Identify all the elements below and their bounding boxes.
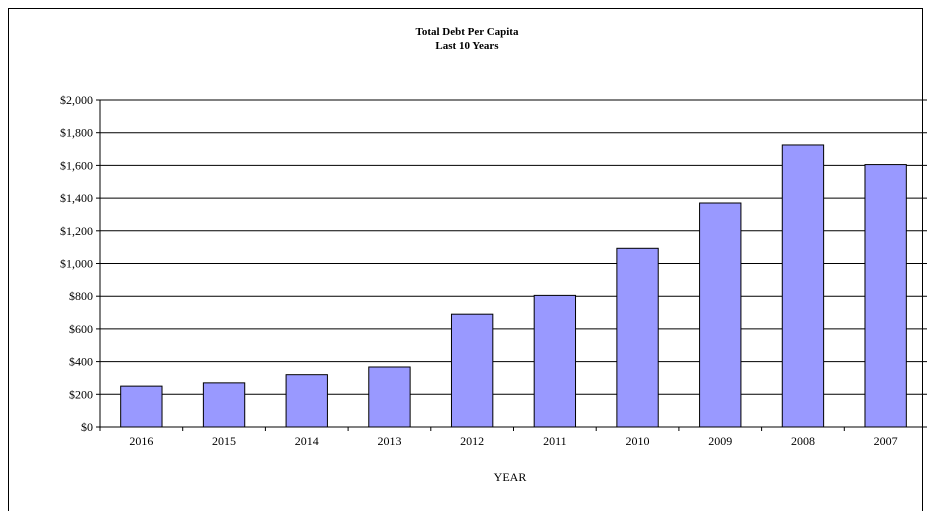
y-tick-label: $1,000 [60, 257, 93, 271]
x-tick-label: 2016 [129, 434, 153, 448]
y-tick-label: $1,200 [60, 224, 93, 238]
bar-2013 [368, 366, 411, 428]
y-tick-label: $1,400 [60, 191, 93, 205]
x-tick-label: 2008 [791, 434, 815, 448]
y-tick-label: $200 [69, 387, 93, 401]
y-tick-label: $800 [69, 289, 93, 303]
y-tick-label: $600 [69, 322, 93, 336]
x-tick-label: 2009 [708, 434, 732, 448]
bar-2007 [864, 164, 907, 428]
x-tick-label: 2007 [874, 434, 898, 448]
y-tick-label: $1,800 [60, 126, 93, 140]
y-tick-label: $1,600 [60, 158, 93, 172]
bar-2009 [699, 202, 742, 428]
bar-2011 [533, 294, 577, 428]
chart-subtitle: Last 10 Years [435, 40, 499, 52]
x-tick-label: 2012 [460, 434, 484, 448]
y-tick-labels: $0 $200 $400 $600 $800 $1,000 $1,200 $1,400 $1,6… [60, 93, 93, 434]
bar-2008 [781, 144, 825, 428]
x-tick-label: 2015 [212, 434, 236, 448]
bar-2014 [285, 374, 328, 428]
bar-2010 [616, 247, 659, 428]
bars [120, 144, 907, 428]
gridlines [100, 99, 927, 395]
x-tick-label: 2013 [377, 434, 401, 448]
x-tick-label: 2011 [543, 434, 567, 448]
y-tick-label: $2,000 [60, 93, 93, 107]
bar-2016 [120, 385, 163, 428]
bar-2012 [450, 313, 494, 428]
x-tick-labels: 2016 2015 2014 2013 2012 2011 2010 2009 2008 2007 [129, 434, 897, 448]
x-tick-label: 2014 [295, 434, 319, 448]
x-tick-label: 2010 [626, 434, 650, 448]
x-axis-label: YEAR [494, 470, 527, 484]
axes [96, 99, 927, 431]
chart-title: Total Debt Per Capita [416, 26, 519, 38]
bar-2015 [202, 382, 246, 428]
y-tick-label: $400 [69, 355, 93, 369]
y-tick-label: $0 [81, 420, 93, 434]
